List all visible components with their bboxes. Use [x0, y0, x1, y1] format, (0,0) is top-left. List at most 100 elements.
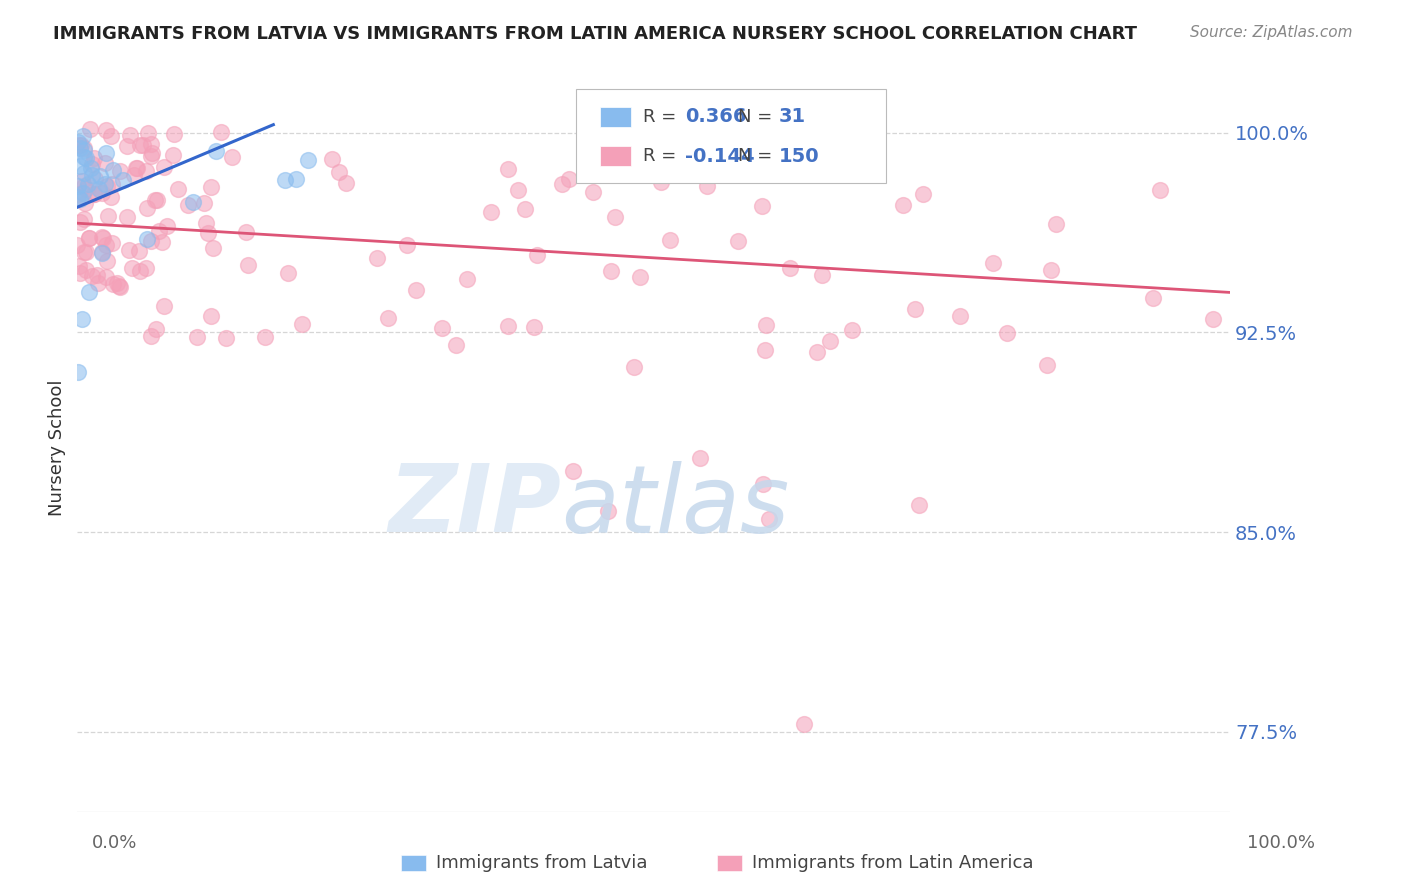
- Point: [73, 150, 96, 164]
- Point: [523, 320, 546, 334]
- Point: [66, 178, 89, 193]
- Point: [277, 266, 299, 280]
- Point: [193, 196, 215, 211]
- Point: [124, 168, 146, 182]
- Point: [67, 190, 90, 204]
- Point: [496, 161, 519, 176]
- Text: N =: N =: [738, 147, 778, 165]
- Point: [751, 199, 773, 213]
- Point: [754, 343, 776, 358]
- Point: [1040, 263, 1063, 277]
- Point: [91, 231, 114, 245]
- Point: [628, 270, 651, 285]
- Point: [77, 231, 100, 245]
- Point: [83, 151, 105, 165]
- Point: [983, 256, 1005, 270]
- Point: [93, 155, 115, 169]
- Point: [949, 309, 972, 323]
- Point: [162, 147, 184, 161]
- Y-axis label: Nursery School: Nursery School: [48, 380, 66, 516]
- Point: [156, 219, 179, 233]
- Point: [132, 137, 155, 152]
- Point: [456, 272, 478, 286]
- Point: [141, 145, 163, 160]
- Point: [1202, 312, 1225, 326]
- Point: [141, 329, 163, 343]
- Point: [73, 166, 96, 180]
- Point: [195, 216, 218, 230]
- Text: 150: 150: [779, 146, 820, 166]
- Point: [143, 194, 166, 208]
- Text: 0.366: 0.366: [685, 107, 747, 127]
- Point: [96, 178, 118, 193]
- Point: [83, 187, 105, 202]
- Point: [145, 193, 167, 207]
- Point: [66, 238, 89, 252]
- Point: [121, 261, 143, 276]
- Point: [91, 186, 114, 200]
- Point: [91, 229, 114, 244]
- Point: [145, 321, 167, 335]
- Point: [72, 186, 94, 200]
- Point: [70, 312, 93, 326]
- Point: [793, 716, 815, 731]
- Point: [66, 186, 89, 201]
- Point: [101, 236, 124, 251]
- Point: [1035, 358, 1057, 372]
- Text: IMMIGRANTS FROM LATVIA VS IMMIGRANTS FROM LATIN AMERICA NURSERY SCHOOL CORRELATI: IMMIGRANTS FROM LATVIA VS IMMIGRANTS FRO…: [53, 25, 1137, 43]
- Point: [73, 143, 96, 157]
- Point: [285, 172, 308, 186]
- Point: [235, 225, 257, 239]
- Point: [321, 153, 343, 167]
- Point: [69, 192, 91, 206]
- Point: [167, 181, 190, 195]
- Point: [135, 232, 157, 246]
- Point: [912, 186, 935, 201]
- Text: Source: ZipAtlas.com: Source: ZipAtlas.com: [1189, 25, 1353, 40]
- Point: [83, 187, 105, 202]
- Point: [135, 201, 157, 215]
- Point: [253, 330, 276, 344]
- Point: [526, 248, 548, 262]
- Point: [118, 243, 141, 257]
- Point: [153, 160, 176, 174]
- Point: [89, 169, 111, 184]
- Point: [903, 302, 925, 317]
- Point: [596, 504, 619, 518]
- Point: [496, 318, 519, 333]
- Point: [558, 172, 581, 186]
- Point: [69, 141, 91, 155]
- Point: [128, 137, 150, 152]
- Point: [79, 231, 101, 245]
- Point: [995, 326, 1018, 341]
- Point: [297, 153, 319, 168]
- Point: [97, 209, 120, 223]
- Point: [186, 330, 208, 344]
- Text: -0.144: -0.144: [685, 146, 755, 166]
- Point: [73, 212, 96, 227]
- Point: [177, 198, 200, 212]
- Text: N =: N =: [738, 108, 778, 126]
- Point: [94, 237, 117, 252]
- Point: [82, 157, 104, 171]
- Text: 31: 31: [779, 107, 806, 127]
- Text: R =: R =: [643, 147, 682, 165]
- Point: [811, 268, 834, 283]
- Point: [806, 344, 828, 359]
- Point: [115, 138, 138, 153]
- Point: [124, 161, 146, 175]
- Point: [658, 233, 681, 247]
- Point: [94, 123, 117, 137]
- Point: [82, 168, 104, 182]
- Point: [100, 129, 122, 144]
- Point: [112, 173, 135, 187]
- Text: 0.0%: 0.0%: [91, 834, 136, 852]
- Point: [603, 211, 626, 225]
- Point: [96, 254, 118, 268]
- Point: [100, 177, 122, 191]
- Point: [150, 235, 173, 249]
- Point: [73, 244, 96, 259]
- Point: [70, 174, 93, 188]
- Text: atlas: atlas: [561, 461, 790, 552]
- Point: [335, 176, 357, 190]
